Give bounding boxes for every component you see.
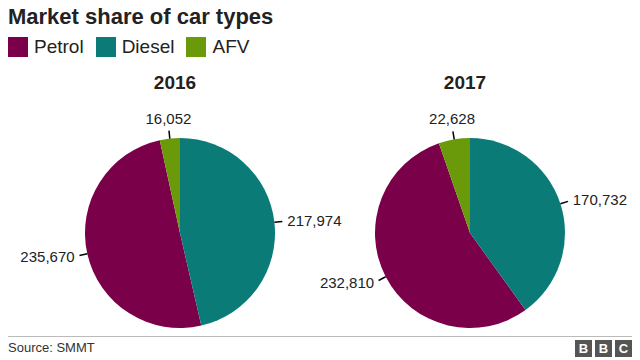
svg-text:22,628: 22,628	[429, 110, 475, 127]
html-text:Market share of car types: Market share of car types	[8, 4, 274, 29]
html-text:C: C	[618, 341, 629, 356]
svg-text:235,670: 235,670	[20, 248, 74, 265]
svg-text:232,810: 232,810	[320, 274, 374, 291]
html-text:2016: 2016	[153, 72, 197, 93]
html-text:AFV: AFV	[212, 36, 250, 57]
html-text:B: B	[598, 341, 609, 356]
svg-text:217,974: 217,974	[287, 212, 341, 229]
html-text:Source: SMMT: Source: SMMT	[8, 340, 95, 355]
html-text:Diesel: Diesel	[121, 36, 175, 57]
html-text:Petrol: Petrol	[34, 36, 84, 57]
html-text:B: B	[578, 341, 589, 356]
html-text:2017: 2017	[443, 72, 487, 93]
svg-text:170,732: 170,732	[573, 191, 627, 208]
svg-text:16,052: 16,052	[145, 110, 191, 127]
